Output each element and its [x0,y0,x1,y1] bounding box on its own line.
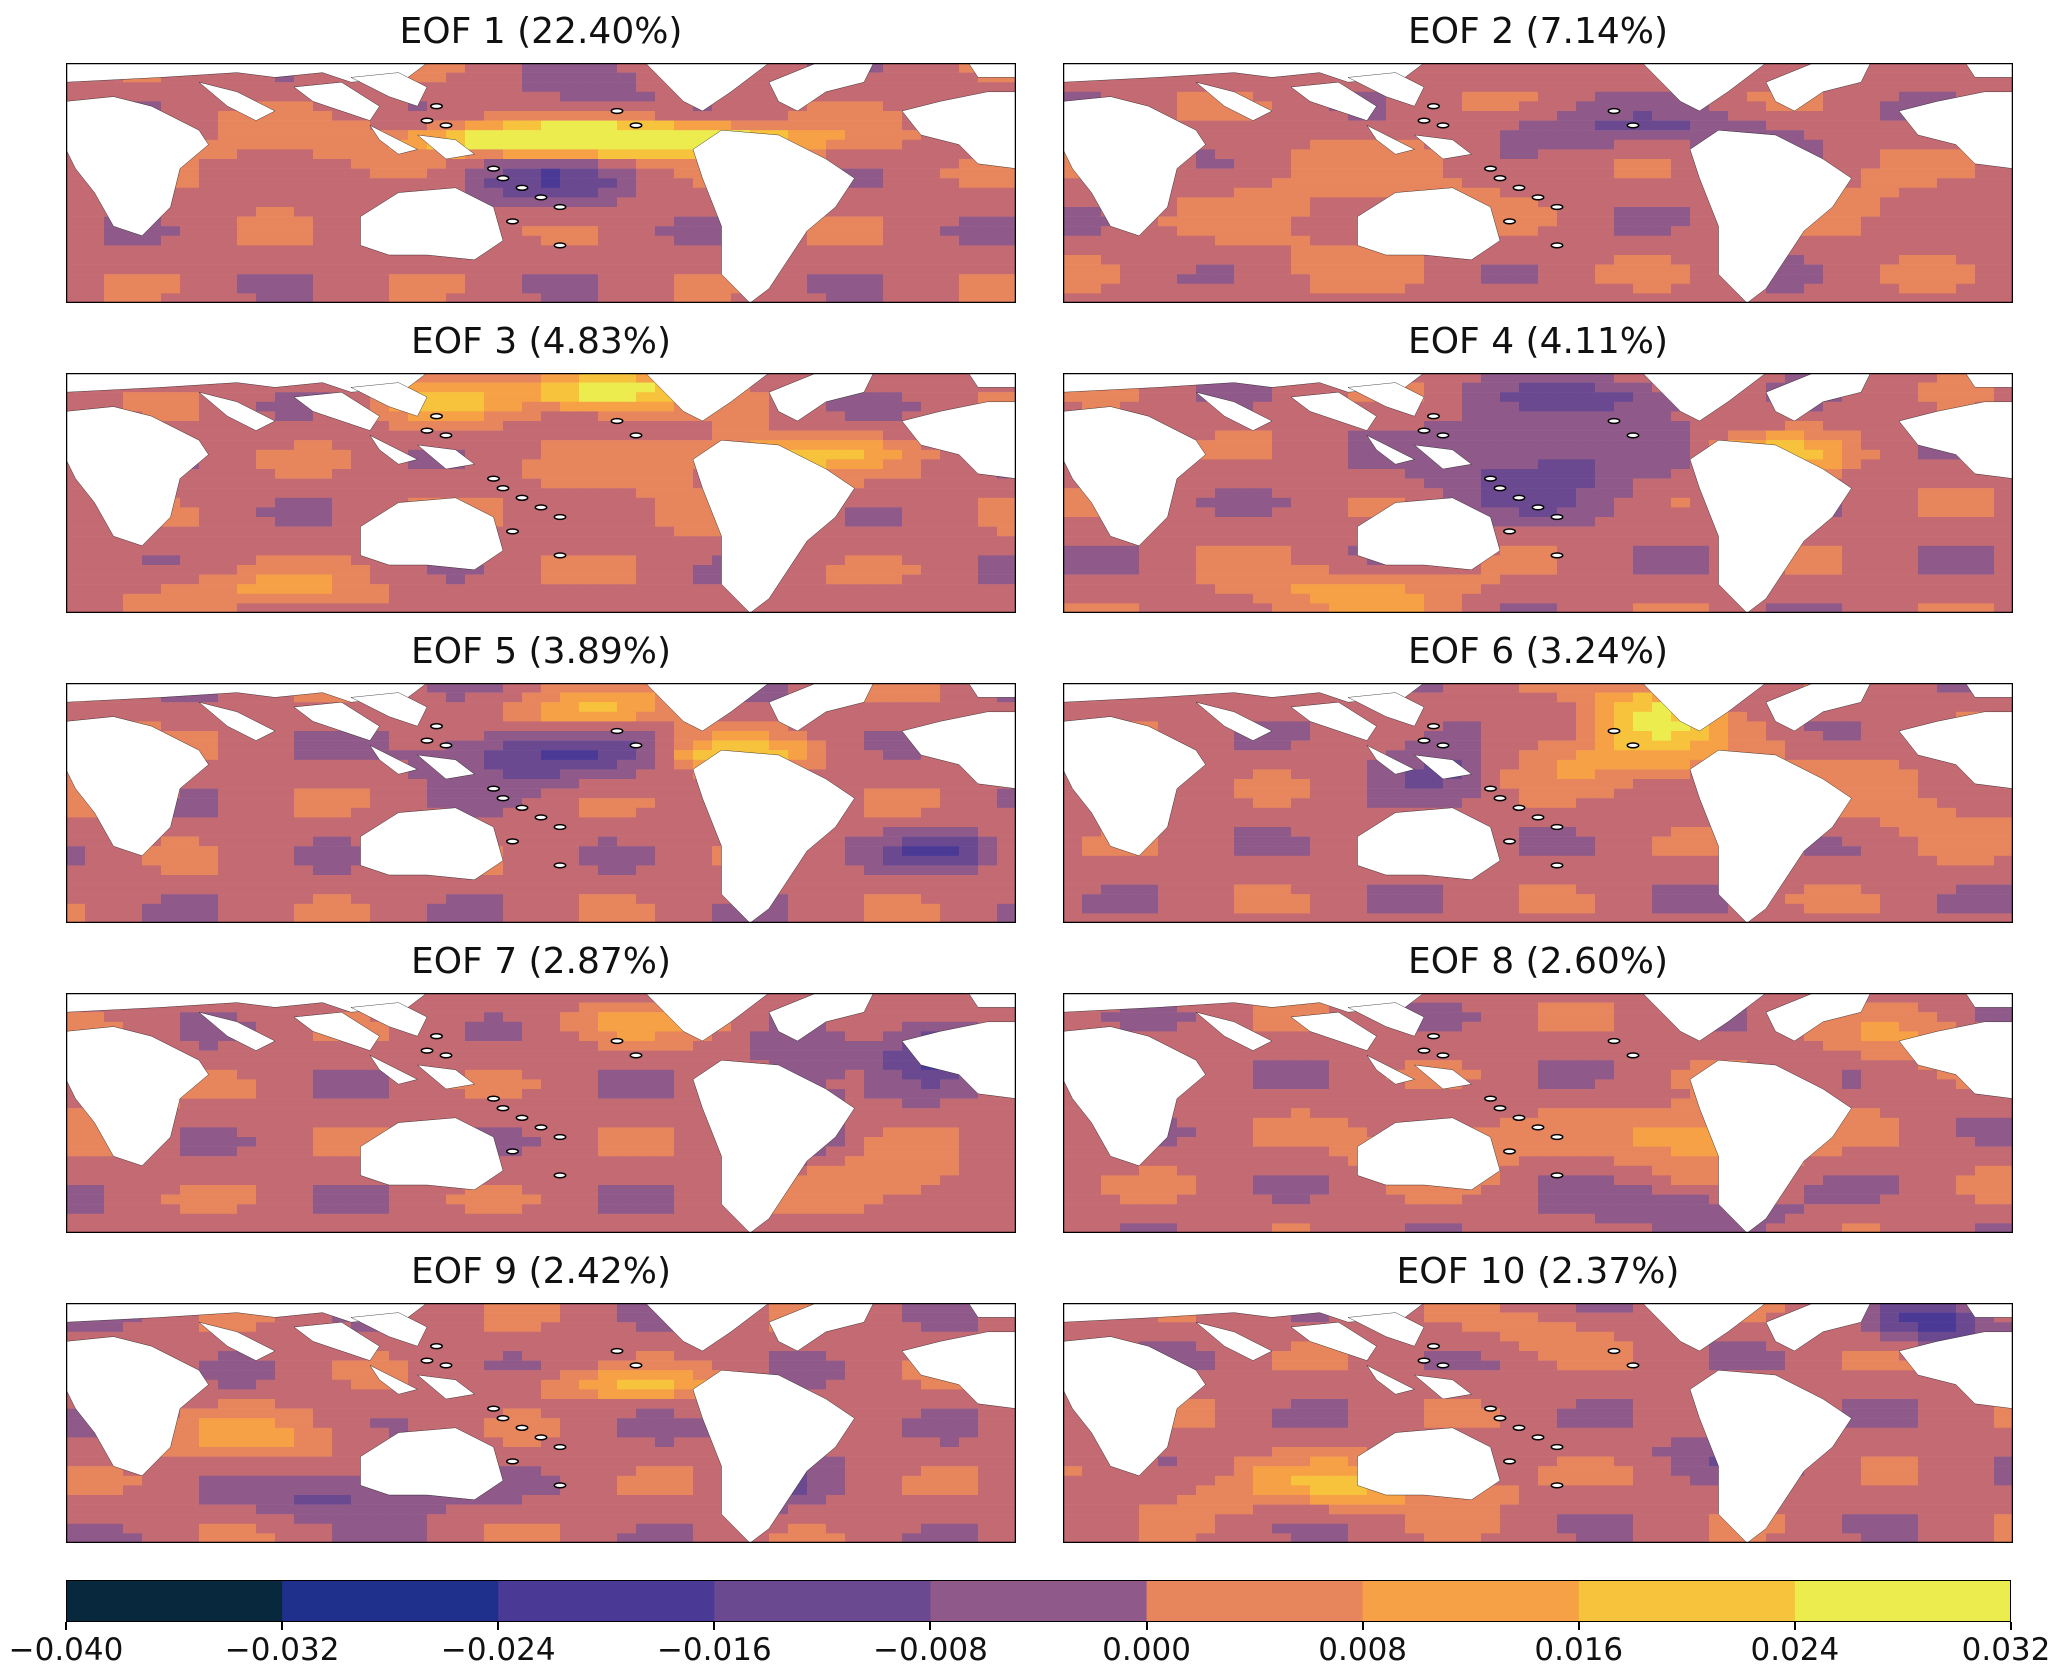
colorbar-tick-label: −0.008 [873,1632,988,1668]
land-masses [1063,63,2013,303]
eof-panel-9: EOF 9 (2.42%) [66,1251,1016,1543]
anomaly-field [66,683,1016,923]
colorbar-tick-label: −0.040 [8,1632,124,1668]
colorbar-segment [282,1580,499,1622]
eof-panel-3: EOF 3 (4.83%) [66,321,1016,613]
land-masses [1063,1303,2013,1543]
land-masses [66,683,1016,923]
land-masses [66,1303,1016,1543]
panel-title: EOF 9 (2.42%) [410,1251,672,1292]
panel-title: EOF 8 (2.60%) [1407,941,1669,982]
panel-title: EOF 6 (3.24%) [1407,631,1669,672]
anomaly-field [66,63,1016,303]
colorbar [66,1580,2011,1622]
colorbar-tick-mark [2010,1622,2012,1630]
colorbar-tick-mark [497,1622,500,1630]
eof-panel-5: EOF 5 (3.89%) [66,631,1016,923]
colorbar-segment [1578,1580,1796,1622]
land-masses [66,993,1016,1233]
anomaly-field [66,1303,1016,1543]
colorbar-tick-label: 0.000 [1102,1632,1191,1668]
land-masses [1063,683,2013,923]
colorbar-segment [1794,1580,2011,1622]
eof-panel-8: EOF 8 (2.60%) [1063,941,2013,1233]
colorbar-tick-mark [1577,1622,1580,1630]
colorbar-tick-mark [713,1622,716,1630]
eof-panel-6: EOF 6 (3.24%) [1063,631,2013,923]
colorbar-tick-mark [1145,1622,1148,1630]
colorbar-tick-label: 0.024 [1750,1632,1840,1668]
colorbar-tick-mark [929,1622,932,1630]
colorbar-segment [1362,1580,1580,1622]
eof-panel-7: EOF 7 (2.87%) [66,941,1016,1233]
eof-panel-10: EOF 10 (2.37%) [1063,1251,2013,1543]
eof-panel-1: EOF 1 (22.40%) [66,11,1016,303]
colorbar-segment [930,1580,1148,1622]
panel-title: EOF 2 (7.14%) [1407,11,1669,52]
panel-title: EOF 4 (4.11%) [1407,321,1669,362]
eof-map [1063,373,2013,613]
anomaly-field [66,373,1016,613]
colorbar-tick-label: 0.016 [1534,1632,1624,1668]
eof-panel-2: EOF 2 (7.14%) [1063,11,2013,303]
eof-map [66,683,1016,923]
colorbar-tick-label: −0.032 [224,1632,340,1668]
anomaly-field [1063,63,2013,303]
colorbar-tick-label: 0.032 [1961,1632,2051,1668]
colorbar-tick-mark [281,1622,284,1630]
eof-map [1063,993,2013,1233]
anomaly-field [66,993,1016,1233]
colorbar-tick-mark [65,1622,67,1630]
eof-map [1063,683,2013,923]
anomaly-field [1063,1303,2013,1543]
colorbar-segment [66,1580,283,1622]
colorbar-tick-label: 0.008 [1318,1632,1408,1668]
panel-title: EOF 10 (2.37%) [1396,1251,1680,1292]
land-masses [66,373,1016,613]
eof-map [66,993,1016,1233]
panel-title: EOF 1 (22.40%) [399,11,683,52]
eof-map [66,63,1016,303]
eof-map [1063,63,2013,303]
colorbar-segment [498,1580,715,1622]
colorbar-tick-mark [1793,1622,1796,1630]
colorbar-segment [714,1580,931,1622]
eof-map [66,373,1016,613]
colorbar-segment [1146,1580,1364,1622]
colorbar-tick-label: −0.016 [656,1632,772,1668]
eof-map [66,1303,1016,1543]
land-masses [66,63,1016,303]
land-masses [1063,993,2013,1233]
anomaly-field [1063,373,2013,613]
anomaly-field [1063,993,2013,1233]
colorbar-tick-label: −0.024 [440,1632,556,1668]
panel-title: EOF 7 (2.87%) [410,941,672,982]
panel-title: EOF 3 (4.83%) [410,321,672,362]
eof-panel-4: EOF 4 (4.11%) [1063,321,2013,613]
land-masses [1063,373,2013,613]
panel-title: EOF 5 (3.89%) [410,631,672,672]
anomaly-field [1063,683,2013,923]
eof-map [1063,1303,2013,1543]
colorbar-tick-mark [1361,1622,1364,1630]
